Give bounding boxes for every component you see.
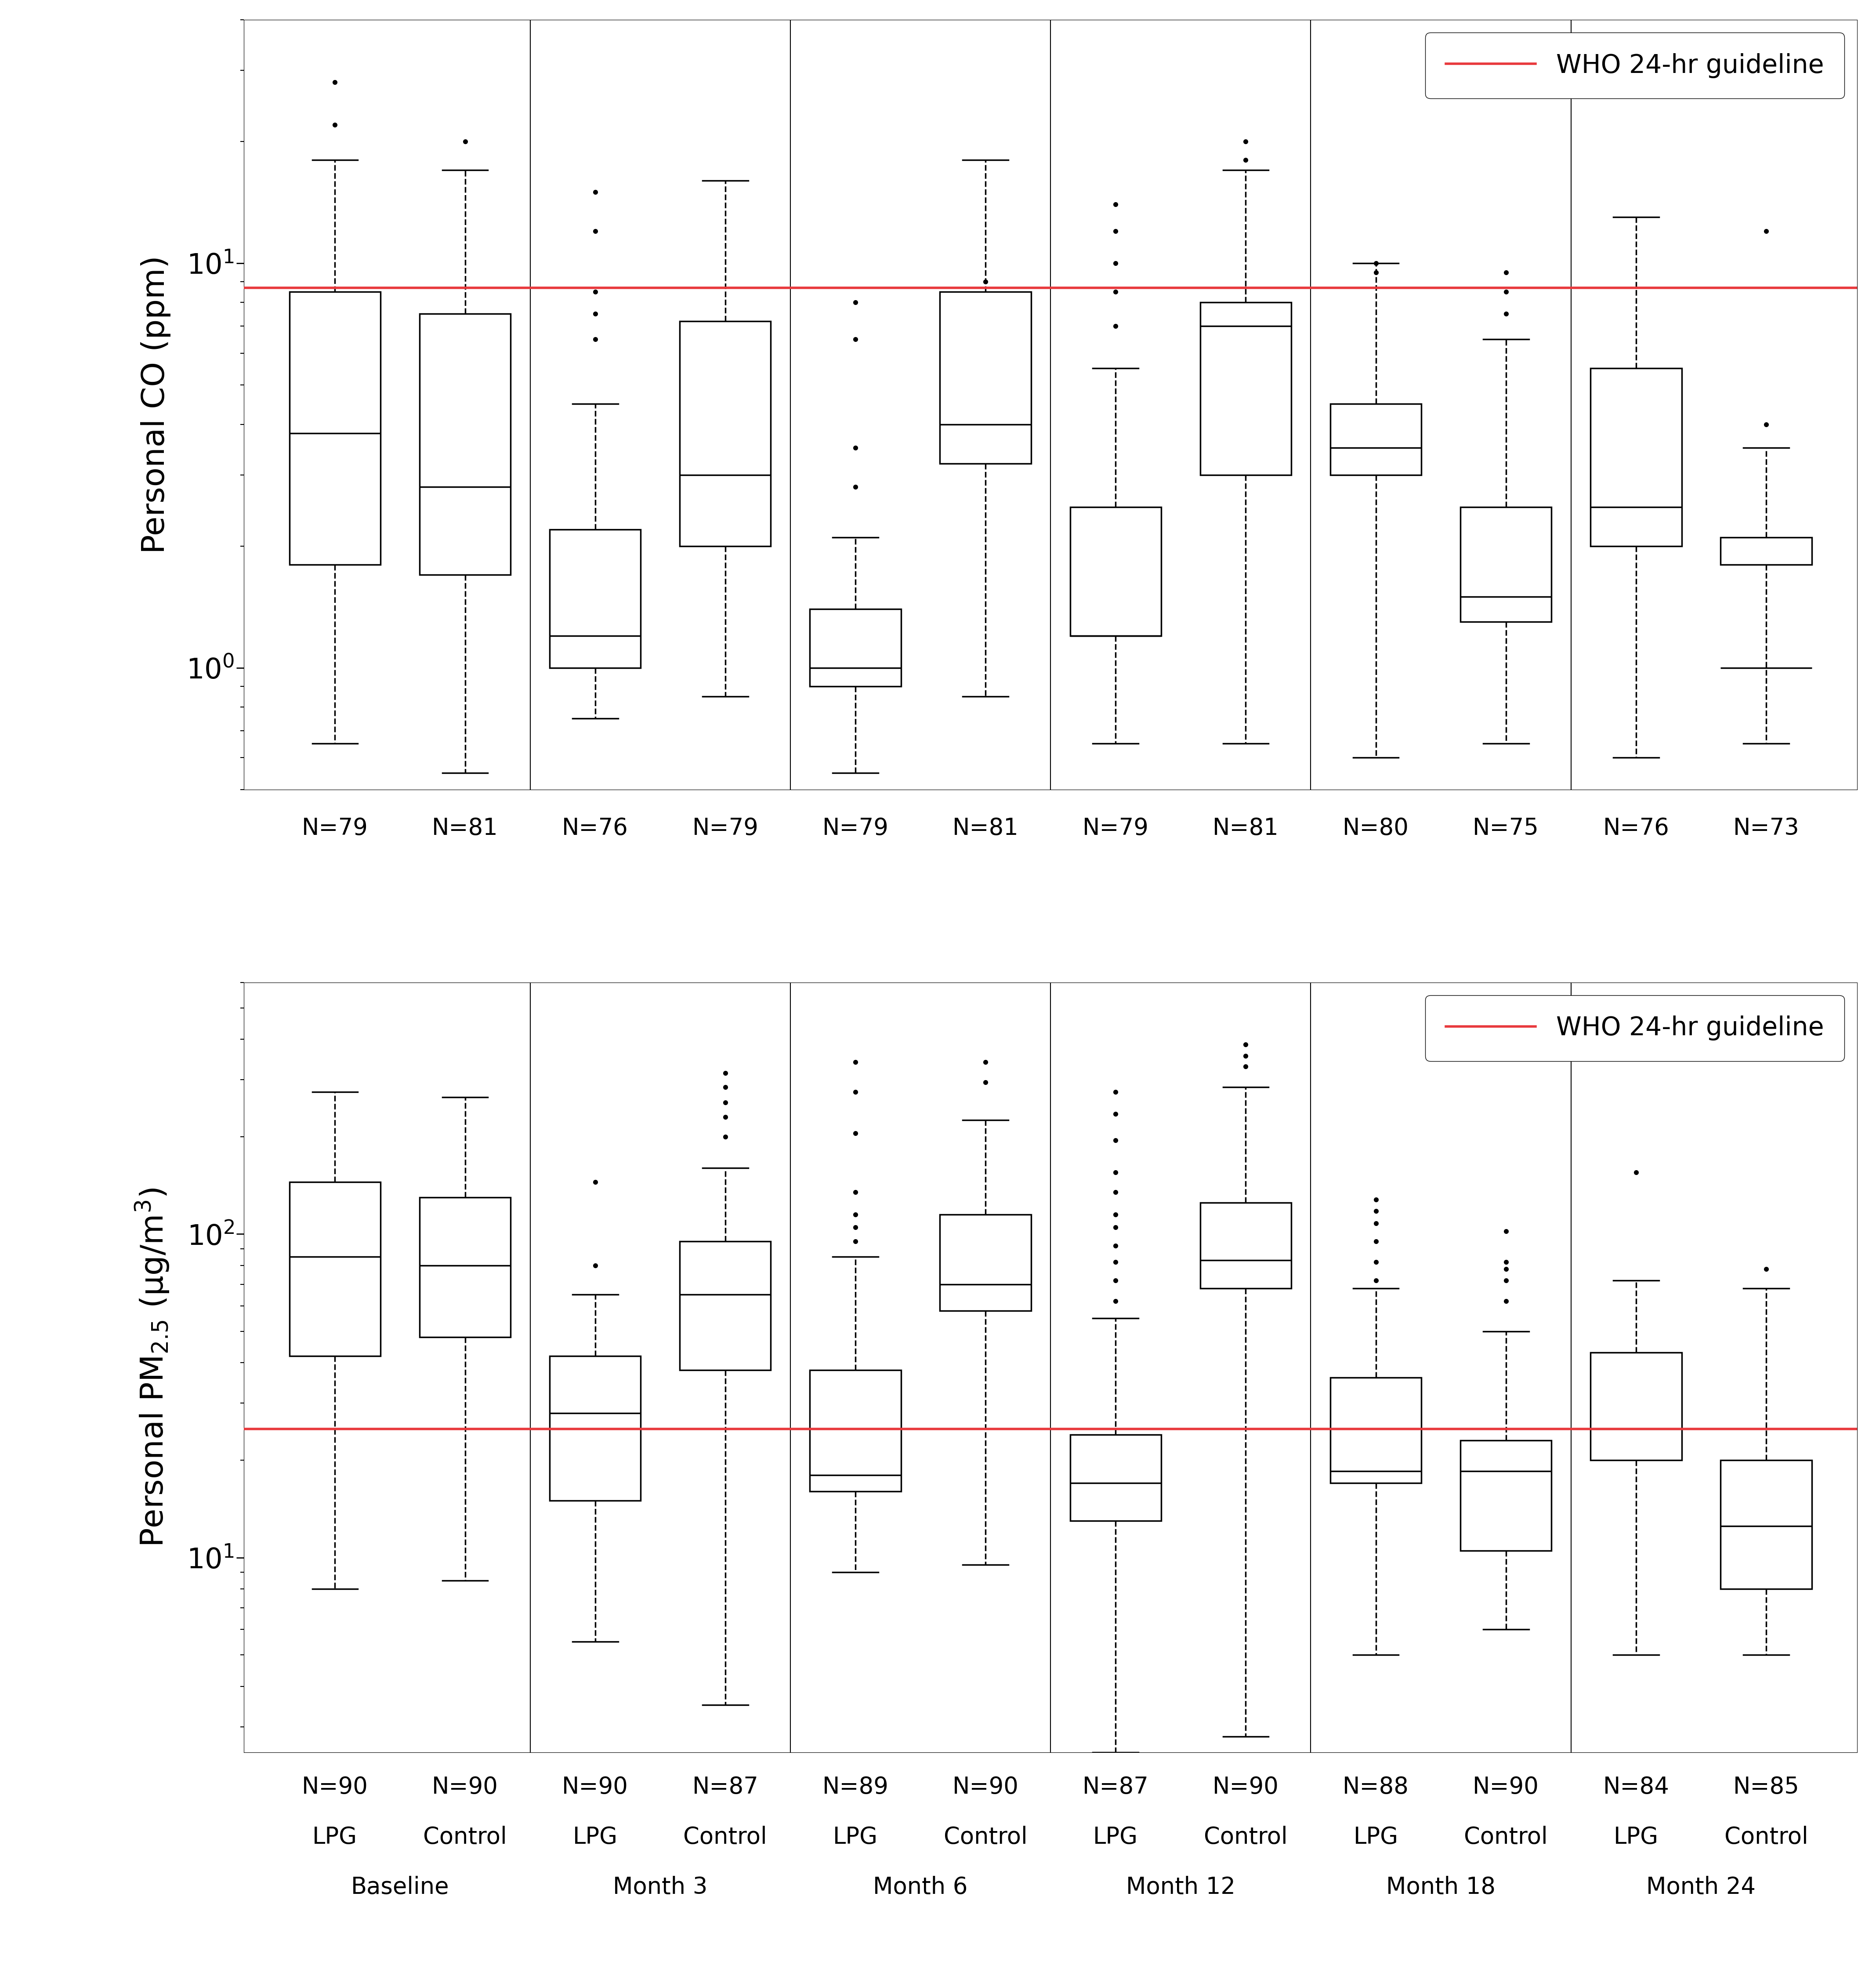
PathPatch shape — [1460, 506, 1551, 622]
Text: N=90: N=90 — [1473, 1776, 1538, 1798]
PathPatch shape — [1069, 506, 1161, 636]
PathPatch shape — [1720, 1461, 1812, 1589]
Text: LPG: LPG — [1094, 1825, 1139, 1849]
Text: Month 3: Month 3 — [613, 1876, 707, 1898]
PathPatch shape — [810, 608, 900, 687]
Text: Control: Control — [1463, 1825, 1548, 1849]
Text: N=88: N=88 — [1343, 1776, 1409, 1798]
PathPatch shape — [1460, 1441, 1551, 1552]
Text: N=79: N=79 — [1082, 817, 1148, 839]
PathPatch shape — [550, 530, 642, 667]
PathPatch shape — [289, 1181, 381, 1357]
Text: LPG: LPG — [313, 1825, 358, 1849]
Text: Month 18: Month 18 — [1386, 1876, 1495, 1898]
Text: N=81: N=81 — [431, 817, 499, 839]
PathPatch shape — [679, 321, 771, 545]
PathPatch shape — [420, 1197, 510, 1337]
Text: N=79: N=79 — [822, 817, 889, 839]
PathPatch shape — [940, 291, 1032, 463]
PathPatch shape — [1069, 1435, 1161, 1520]
Text: Control: Control — [424, 1825, 507, 1849]
PathPatch shape — [810, 1370, 900, 1493]
PathPatch shape — [940, 1215, 1032, 1311]
Text: N=90: N=90 — [563, 1776, 628, 1798]
Text: N=75: N=75 — [1473, 817, 1538, 839]
Text: Control: Control — [683, 1825, 767, 1849]
Text: N=81: N=81 — [1212, 817, 1279, 839]
PathPatch shape — [1201, 303, 1291, 475]
Text: N=84: N=84 — [1602, 1776, 1670, 1798]
Text: Month 6: Month 6 — [872, 1876, 968, 1898]
Text: N=87: N=87 — [1082, 1776, 1148, 1798]
Text: LPG: LPG — [1613, 1825, 1658, 1849]
Text: N=81: N=81 — [953, 817, 1019, 839]
Text: N=89: N=89 — [822, 1776, 889, 1798]
Text: LPG: LPG — [833, 1825, 878, 1849]
PathPatch shape — [1591, 1353, 1681, 1461]
PathPatch shape — [1330, 404, 1422, 475]
Text: N=79: N=79 — [302, 817, 368, 839]
Text: LPG: LPG — [572, 1825, 617, 1849]
Text: N=87: N=87 — [692, 1776, 758, 1798]
Text: Control: Control — [1204, 1825, 1287, 1849]
Text: Month 12: Month 12 — [1126, 1876, 1234, 1898]
Text: N=90: N=90 — [431, 1776, 499, 1798]
PathPatch shape — [550, 1357, 642, 1500]
Text: N=73: N=73 — [1733, 817, 1799, 839]
Y-axis label: Personal PM$_{2.5}$ (μg/m$^3$): Personal PM$_{2.5}$ (μg/m$^3$) — [133, 1187, 173, 1548]
PathPatch shape — [679, 1240, 771, 1370]
PathPatch shape — [289, 291, 381, 565]
Text: N=79: N=79 — [692, 817, 758, 839]
PathPatch shape — [1330, 1378, 1422, 1483]
Text: Month 24: Month 24 — [1647, 1876, 1756, 1898]
Text: LPG: LPG — [1353, 1825, 1398, 1849]
Text: N=76: N=76 — [563, 817, 628, 839]
PathPatch shape — [1591, 368, 1681, 545]
PathPatch shape — [1201, 1203, 1291, 1288]
Text: N=90: N=90 — [1212, 1776, 1279, 1798]
Text: Control: Control — [1724, 1825, 1808, 1849]
Legend: WHO 24-hr guideline: WHO 24-hr guideline — [1426, 33, 1844, 98]
PathPatch shape — [1720, 538, 1812, 565]
Text: N=85: N=85 — [1733, 1776, 1799, 1798]
Y-axis label: Personal CO (ppm): Personal CO (ppm) — [141, 256, 171, 553]
Text: N=76: N=76 — [1602, 817, 1670, 839]
Text: Baseline: Baseline — [351, 1876, 448, 1898]
Text: Control: Control — [944, 1825, 1028, 1849]
Text: N=90: N=90 — [302, 1776, 368, 1798]
PathPatch shape — [420, 313, 510, 575]
Text: N=80: N=80 — [1343, 817, 1409, 839]
Legend: WHO 24-hr guideline: WHO 24-hr guideline — [1426, 994, 1844, 1061]
Text: N=90: N=90 — [953, 1776, 1019, 1798]
